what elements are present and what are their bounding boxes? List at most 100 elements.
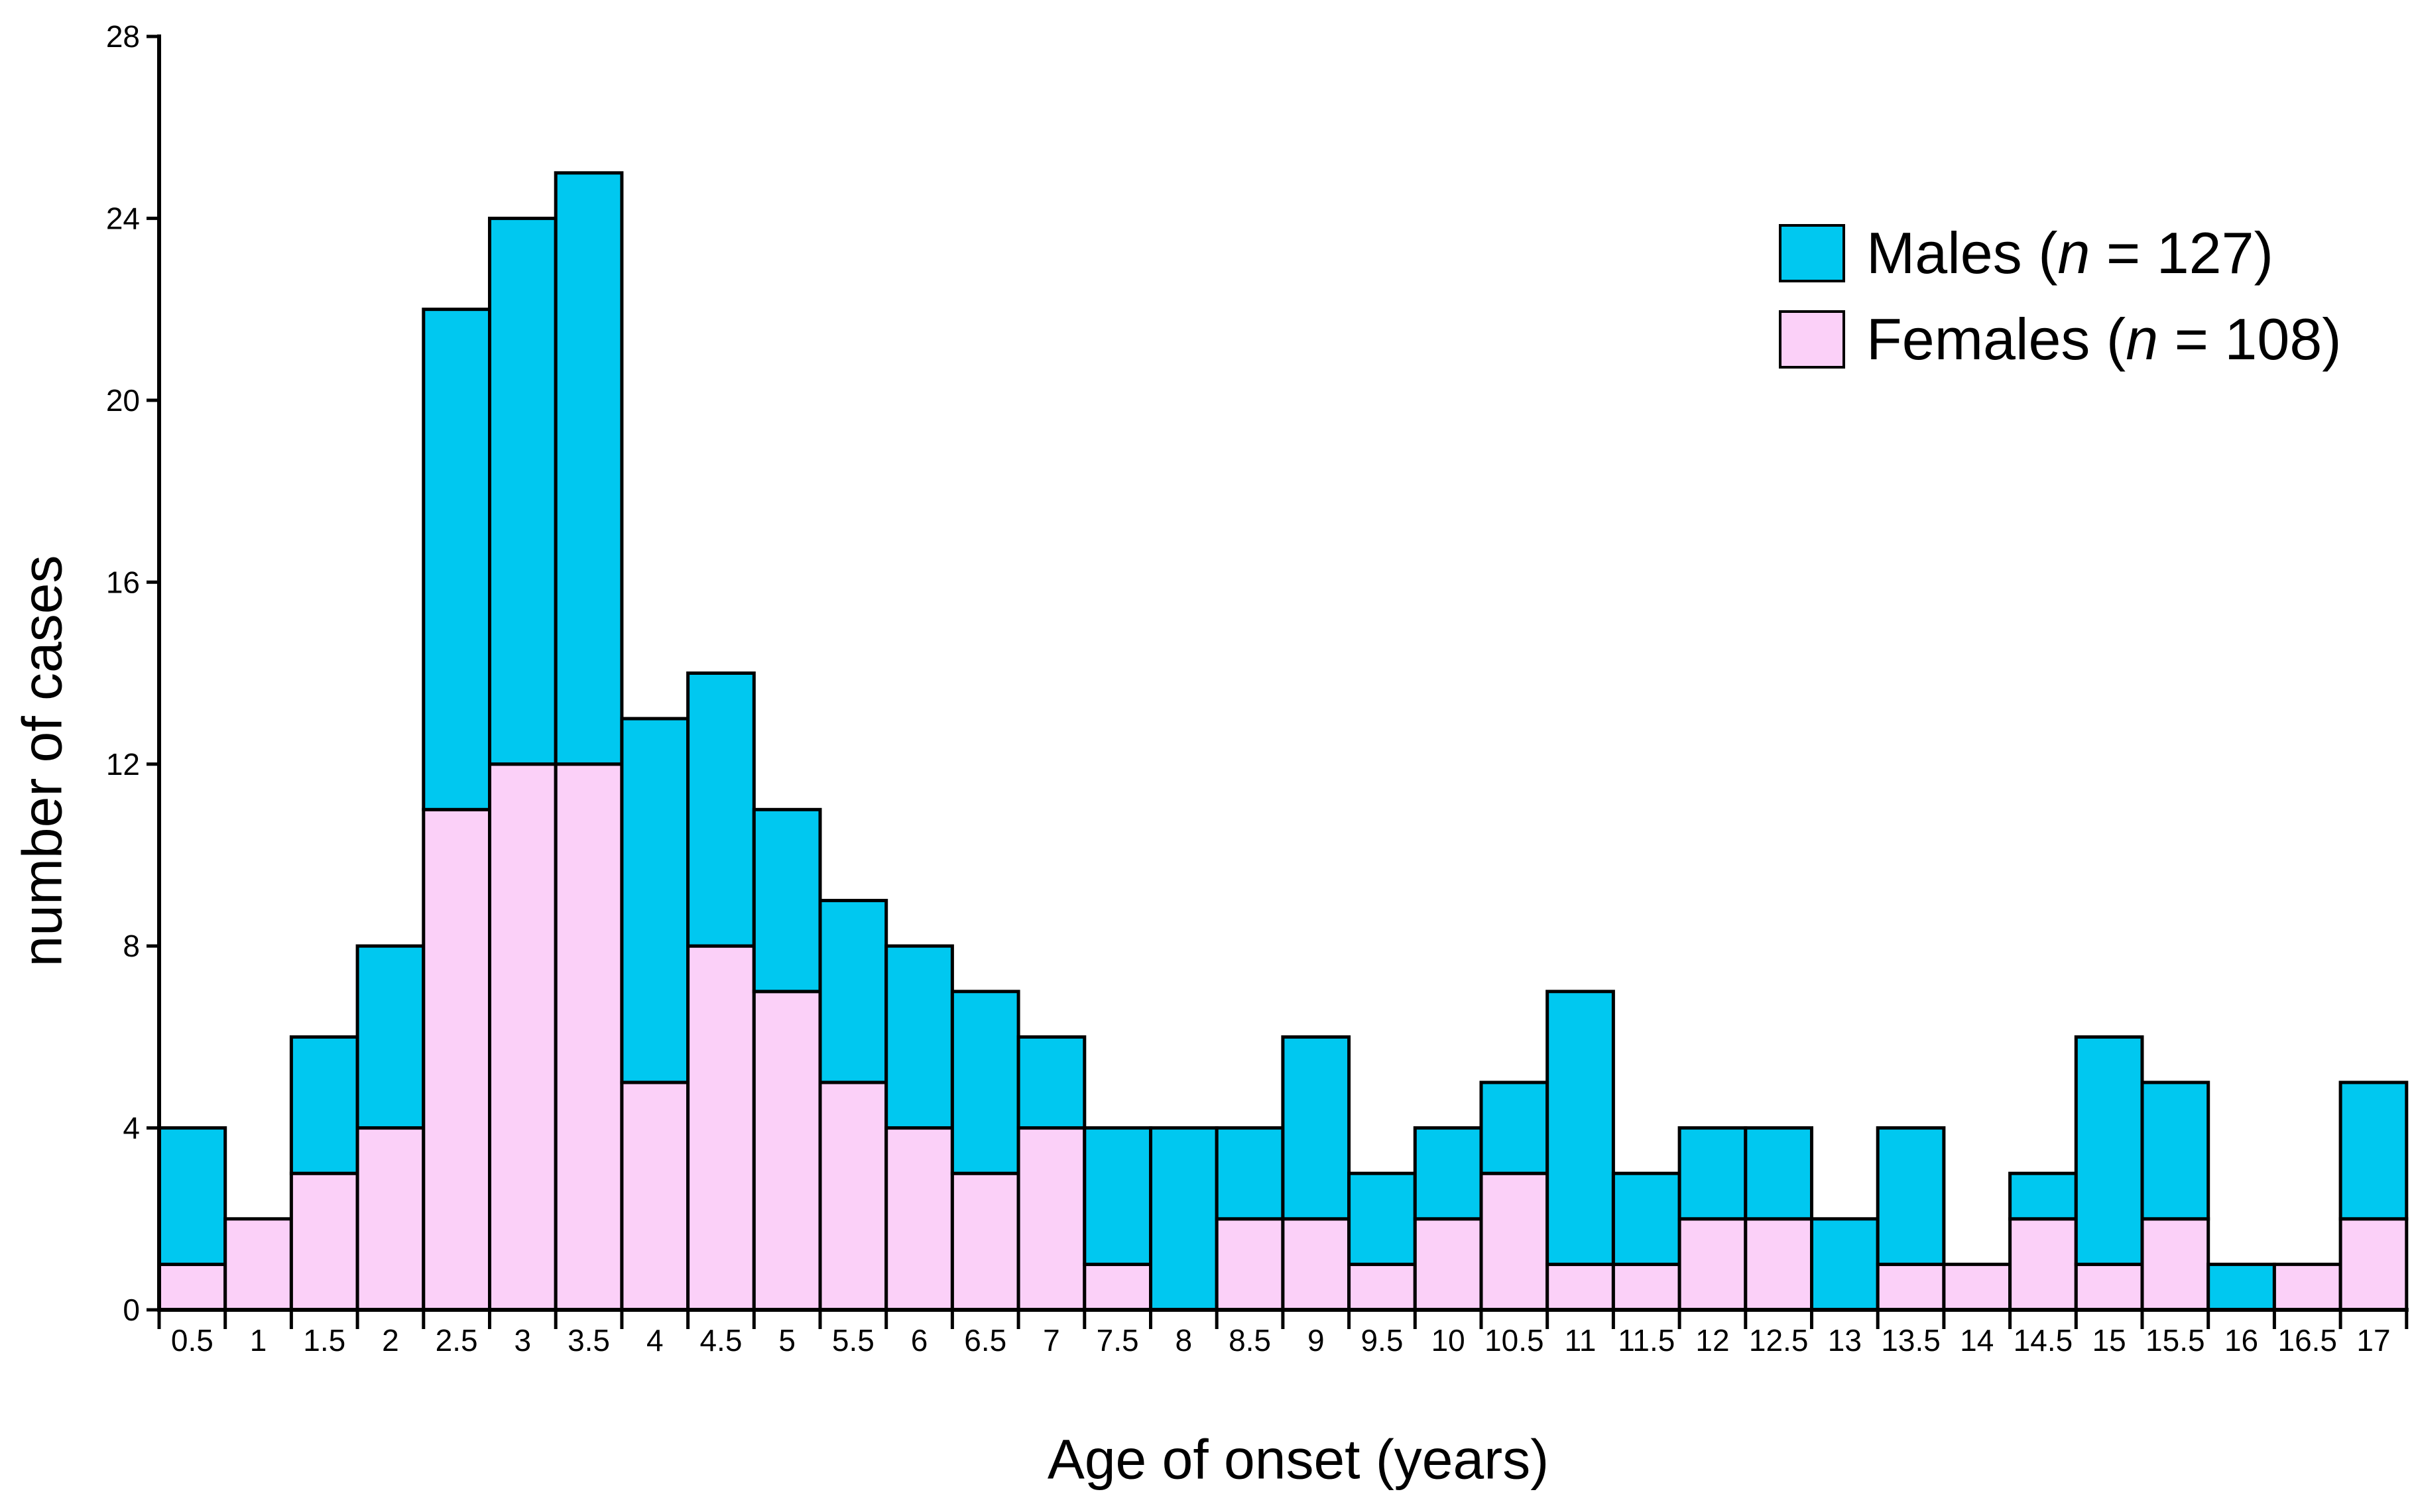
bar-5-male-segment (752, 807, 822, 994)
x-tick-label-9: 9 (1307, 1323, 1325, 1358)
x-tick-label-6: 6 (911, 1323, 928, 1358)
bar-3-female-segment (488, 762, 558, 1312)
bar-11.5-female-segment (1611, 1262, 1681, 1312)
bar-6-male-segment (884, 944, 954, 1130)
y-tick-label-12: 12 (106, 747, 140, 782)
y-tick-label-4: 4 (123, 1111, 140, 1145)
bar-6.5-male-segment (950, 990, 1020, 1175)
y-tick-label-20: 20 (106, 383, 140, 418)
x-tick-label-13.5: 13.5 (1881, 1323, 1941, 1358)
x-tick-label-7: 7 (1043, 1323, 1060, 1358)
bar-11-female-segment (1545, 1262, 1615, 1312)
x-tick-label-12.5: 12.5 (1749, 1323, 1809, 1358)
x-axis-title: Age of onset (years) (1047, 1428, 1549, 1491)
bar-4-male-segment (620, 717, 690, 1084)
bar-17-male-segment (2338, 1080, 2409, 1221)
legend-males-post: = 127) (2090, 220, 2273, 286)
bar-0.5-male-segment (157, 1126, 227, 1266)
legend-females-pre: Females ( (1866, 306, 2126, 372)
bar-5-female-segment (752, 990, 822, 1312)
bar-9-male-segment (1281, 1035, 1351, 1221)
x-tick-label-5.5: 5.5 (832, 1323, 875, 1358)
x-tick-label-8: 8 (1176, 1323, 1193, 1358)
x-tick-label-6.5: 6.5 (964, 1323, 1006, 1358)
x-tick-label-11.5: 11.5 (1618, 1323, 1675, 1358)
legend-males-nvar: n (2057, 220, 2090, 286)
bar-4-female-segment (620, 1080, 690, 1312)
x-tick-label-15.5: 15.5 (2145, 1323, 2205, 1358)
x-tick-label-15: 15 (2092, 1323, 2126, 1358)
bar-9.5-male-segment (1347, 1171, 1417, 1266)
y-axis-title: number of cases (11, 555, 74, 967)
x-tick-label-10: 10 (1431, 1323, 1465, 1358)
legend-females-post: = 108) (2158, 306, 2342, 372)
x-tick-label-14.5: 14.5 (2014, 1323, 2073, 1358)
bar-6-female-segment (884, 1126, 954, 1312)
bar-10-male-segment (1413, 1126, 1483, 1221)
bar-7.5-female-segment (1083, 1262, 1153, 1312)
legend-label-females: Females (n = 108) (1866, 306, 2342, 373)
bar-9-female-segment (1281, 1217, 1351, 1312)
bar-11-male-segment (1545, 990, 1615, 1266)
x-tick-label-13: 13 (1828, 1323, 1862, 1358)
bar-9.5-female-segment (1347, 1262, 1417, 1312)
y-tick-label-0: 0 (123, 1293, 140, 1327)
bar-0.5-female-segment (157, 1262, 227, 1312)
bar-3.5-male-segment (554, 171, 624, 766)
legend-females-nvar: n (2126, 306, 2159, 372)
bar-1.5-female-segment (289, 1171, 359, 1312)
bar-8.5-male-segment (1215, 1126, 1285, 1221)
bar-12.5-female-segment (1744, 1217, 1814, 1312)
bar-15-female-segment (2074, 1262, 2144, 1312)
bar-14.5-female-segment (2008, 1217, 2078, 1312)
bar-13.5-female-segment (1876, 1262, 1946, 1312)
bar-14-female-segment (1942, 1262, 2012, 1312)
bar-2-male-segment (355, 944, 426, 1130)
bar-5.5-female-segment (818, 1080, 888, 1312)
bar-1-female-segment (223, 1217, 293, 1312)
bar-7-male-segment (1016, 1035, 1087, 1130)
x-tick-label-7.5: 7.5 (1097, 1323, 1139, 1358)
bar-11.5-male-segment (1611, 1171, 1681, 1266)
legend: Males (n = 127) Females (n = 108) (1779, 220, 2342, 372)
bar-12-female-segment (1677, 1217, 1748, 1312)
bar-16.5-female-segment (2272, 1262, 2342, 1312)
x-tick-label-17: 17 (2356, 1323, 2390, 1358)
bar-2.5-female-segment (422, 807, 491, 1312)
x-tick-label-10.5: 10.5 (1484, 1323, 1544, 1358)
x-tick-label-14: 14 (1960, 1323, 1994, 1358)
x-tick-label-3: 3 (514, 1323, 532, 1358)
x-tick-label-1.5: 1.5 (303, 1323, 345, 1358)
x-tick-label-0.5: 0.5 (171, 1323, 213, 1358)
bar-10.5-male-segment (1479, 1080, 1549, 1175)
x-tick-label-11: 11 (1565, 1323, 1597, 1358)
x-tick-label-3.5: 3.5 (568, 1323, 610, 1358)
x-tick-label-12: 12 (1695, 1323, 1729, 1358)
bar-17-female-segment (2338, 1217, 2409, 1312)
bar-2.5-male-segment (422, 308, 491, 811)
bar-16-male-segment (2206, 1262, 2276, 1312)
bar-8.5-female-segment (1215, 1217, 1285, 1312)
bar-2-female-segment (355, 1126, 426, 1312)
bar-8-male-segment (1149, 1126, 1219, 1312)
bar-15.5-male-segment (2140, 1080, 2210, 1221)
legend-item-females: Females (n = 108) (1779, 306, 2342, 372)
bar-3.5-female-segment (554, 762, 624, 1312)
y-tick-label-28: 28 (106, 19, 140, 54)
bar-4.5-female-segment (686, 944, 756, 1312)
bar-12.5-male-segment (1744, 1126, 1814, 1221)
male-color-swatch (1779, 224, 1845, 282)
legend-males-pre: Males ( (1866, 220, 2058, 286)
bar-4.5-male-segment (686, 671, 756, 948)
x-tick-label-16: 16 (2224, 1323, 2258, 1358)
x-tick-label-2.5: 2.5 (436, 1323, 478, 1358)
bar-3-male-segment (488, 216, 558, 766)
bar-6.5-female-segment (950, 1171, 1020, 1312)
x-tick-label-9.5: 9.5 (1360, 1323, 1403, 1358)
y-tick-label-8: 8 (123, 929, 140, 963)
bar-13.5-male-segment (1876, 1126, 1946, 1266)
bar-10-female-segment (1413, 1217, 1483, 1312)
bar-14.5-male-segment (2008, 1171, 2078, 1221)
